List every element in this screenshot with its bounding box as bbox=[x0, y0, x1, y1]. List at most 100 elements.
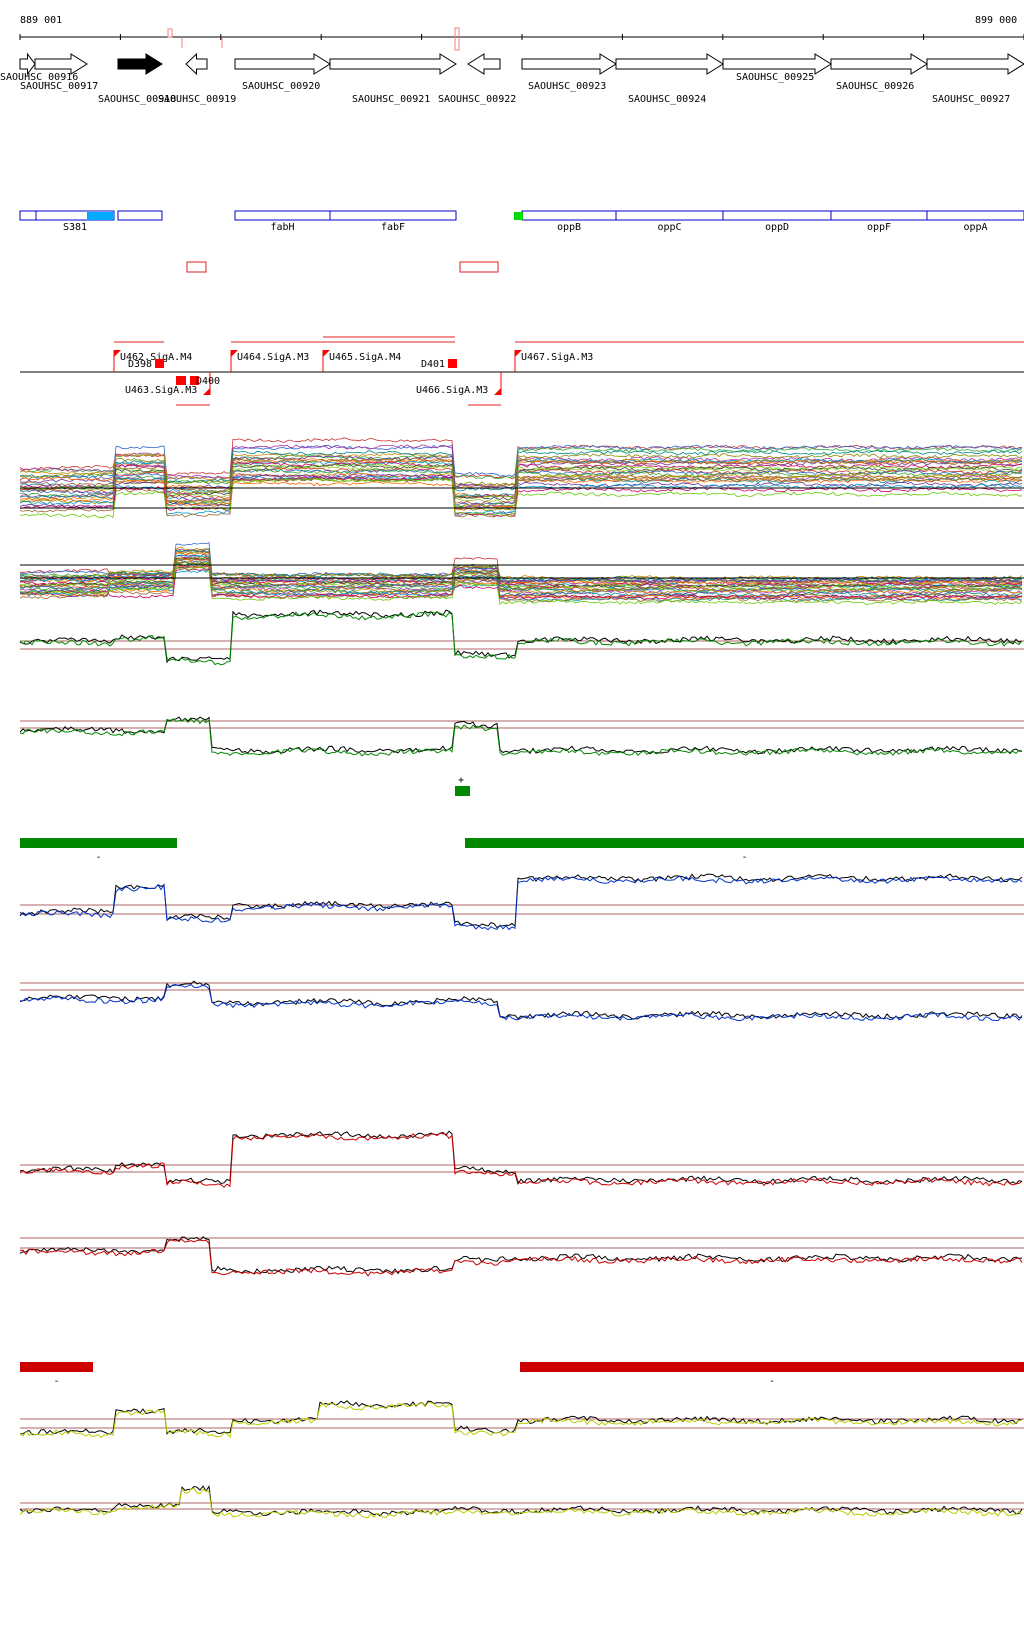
green-block bbox=[20, 838, 177, 848]
expression-line bbox=[19, 474, 1023, 511]
expression-line bbox=[19, 564, 1023, 603]
annotation-bar[interactable] bbox=[234, 210, 331, 221]
gene-label: SAOUHSC_00920 bbox=[242, 81, 320, 92]
expression-line bbox=[19, 461, 1023, 499]
expression-line bbox=[19, 1236, 1023, 1275]
terminator-block bbox=[190, 376, 199, 385]
gene-label: SAOUHSC_00919 bbox=[158, 94, 236, 105]
expression-line bbox=[19, 875, 1023, 931]
gene-arrow[interactable] bbox=[185, 52, 208, 76]
gene-arrow[interactable] bbox=[467, 53, 501, 75]
axis-marks bbox=[167, 27, 460, 51]
expression-line bbox=[19, 717, 1023, 757]
block-sign: - bbox=[96, 852, 102, 863]
annotation-label: oppA bbox=[964, 222, 988, 233]
promoter-label: U463.SigA.M3 bbox=[125, 385, 197, 396]
annotation-bar[interactable] bbox=[722, 210, 832, 221]
feature-box bbox=[459, 261, 499, 273]
expression-line bbox=[19, 568, 1023, 600]
promoter-label: U466.SigA.M3 bbox=[416, 385, 488, 396]
annotation-bar[interactable] bbox=[926, 210, 1024, 221]
annotation-label: fabH bbox=[271, 222, 295, 233]
expression-blocks: - - + - - bbox=[20, 775, 1024, 1387]
coord-end-label: 899 000 bbox=[975, 15, 1017, 26]
promoter-marks: U462.SigA.M4 U464.SigA.M3 U465.SigA.M4 U467… bbox=[113, 350, 593, 396]
terminator-label: D398 bbox=[128, 359, 152, 370]
expression-line bbox=[19, 716, 1023, 755]
expression-line bbox=[20, 457, 1023, 499]
gene-label: SAOUHSC_00926 bbox=[836, 81, 914, 92]
expression-line bbox=[19, 557, 1023, 590]
annotation-label: fabF bbox=[381, 222, 405, 233]
gene-label: SAOUHSC_00916 bbox=[0, 72, 78, 83]
promoter-flag bbox=[203, 388, 210, 395]
expression-line bbox=[19, 467, 1023, 505]
expression-line bbox=[19, 556, 1023, 588]
gene-arrow[interactable] bbox=[830, 53, 928, 75]
annotation-label: oppF bbox=[867, 222, 891, 233]
red-block bbox=[20, 1362, 93, 1372]
expression-line bbox=[19, 475, 1023, 515]
annotation-bar[interactable] bbox=[830, 210, 928, 221]
promoter-label: U465.SigA.M4 bbox=[329, 352, 401, 363]
feature-box bbox=[186, 261, 207, 273]
gene-arrow[interactable] bbox=[615, 53, 724, 75]
annotation-bar[interactable] bbox=[329, 210, 457, 221]
promoter-track: U462.SigA.M4 U464.SigA.M3 U465.SigA.M4 U467… bbox=[20, 336, 1024, 406]
expression-line bbox=[19, 984, 1023, 1022]
gene-arrow[interactable] bbox=[117, 53, 163, 75]
terminator-marks: D398 D401 D400 bbox=[128, 359, 457, 387]
annotation-bar[interactable] bbox=[117, 210, 163, 221]
annotation-label: oppC bbox=[658, 222, 682, 233]
annotation-bar[interactable] bbox=[615, 210, 724, 221]
annotation-bar[interactable] bbox=[521, 210, 617, 221]
coordinate-axis: 889 001 899 000 bbox=[19, 15, 1024, 51]
annotation-bar[interactable] bbox=[19, 210, 37, 221]
expression-line bbox=[19, 450, 1023, 492]
expression-line bbox=[19, 560, 1023, 595]
gene-label: SAOUHSC_00923 bbox=[528, 81, 606, 92]
annotation-bar[interactable] bbox=[35, 210, 115, 221]
gene-arrow[interactable] bbox=[521, 53, 617, 75]
expression-line bbox=[19, 548, 1023, 585]
gene-label: SAOUHSC_00917 bbox=[20, 81, 98, 92]
promoter-flag bbox=[515, 350, 522, 357]
expression-line bbox=[19, 453, 1023, 487]
feature-boxes bbox=[186, 261, 499, 273]
promoter-flag bbox=[494, 388, 501, 395]
block-sign: + bbox=[458, 775, 464, 786]
terminator-block bbox=[176, 376, 186, 385]
expression-line bbox=[19, 468, 1023, 509]
block-sign: - bbox=[54, 1376, 60, 1387]
gene-arrow[interactable] bbox=[34, 53, 88, 75]
promoter-label: U467.SigA.M3 bbox=[521, 352, 593, 363]
expression-tracks bbox=[19, 437, 1024, 1519]
annotation-label: oppD bbox=[765, 222, 789, 233]
block-sign: - bbox=[769, 1376, 775, 1387]
green-block bbox=[465, 838, 1024, 848]
expression-line bbox=[19, 566, 1023, 600]
promoter-label: U462.SigA.M4 bbox=[120, 352, 192, 363]
gene-arrow[interactable] bbox=[722, 53, 832, 75]
block-sign: - bbox=[742, 852, 748, 863]
expression-line bbox=[19, 553, 1023, 584]
promoter-flag bbox=[114, 350, 121, 357]
gene-arrow[interactable] bbox=[234, 53, 331, 75]
axis-ticks bbox=[19, 34, 1024, 40]
gene-track: SAOUHSC_00916SAOUHSC_00917SAOUHSC_00918S… bbox=[0, 52, 1024, 105]
expression-line bbox=[19, 447, 1023, 485]
expression-line bbox=[19, 1401, 1023, 1439]
terminator-label: D400 bbox=[196, 376, 220, 387]
gene-arrow[interactable] bbox=[926, 53, 1024, 75]
expression-line bbox=[19, 1238, 1023, 1277]
expression-line bbox=[19, 873, 1023, 929]
annotation-label: S381 bbox=[63, 222, 87, 233]
promoter-flag bbox=[231, 350, 238, 357]
gene-arrow[interactable] bbox=[19, 52, 36, 76]
promoter-label: U464.SigA.M3 bbox=[237, 352, 309, 363]
annotation-track: S381 fabH fabF oppB oppC oppD oppF oppA bbox=[19, 210, 1024, 233]
gene-arrow[interactable] bbox=[329, 53, 457, 75]
expression-line bbox=[19, 473, 1023, 516]
gene-label: SAOUHSC_00918 bbox=[98, 94, 176, 105]
